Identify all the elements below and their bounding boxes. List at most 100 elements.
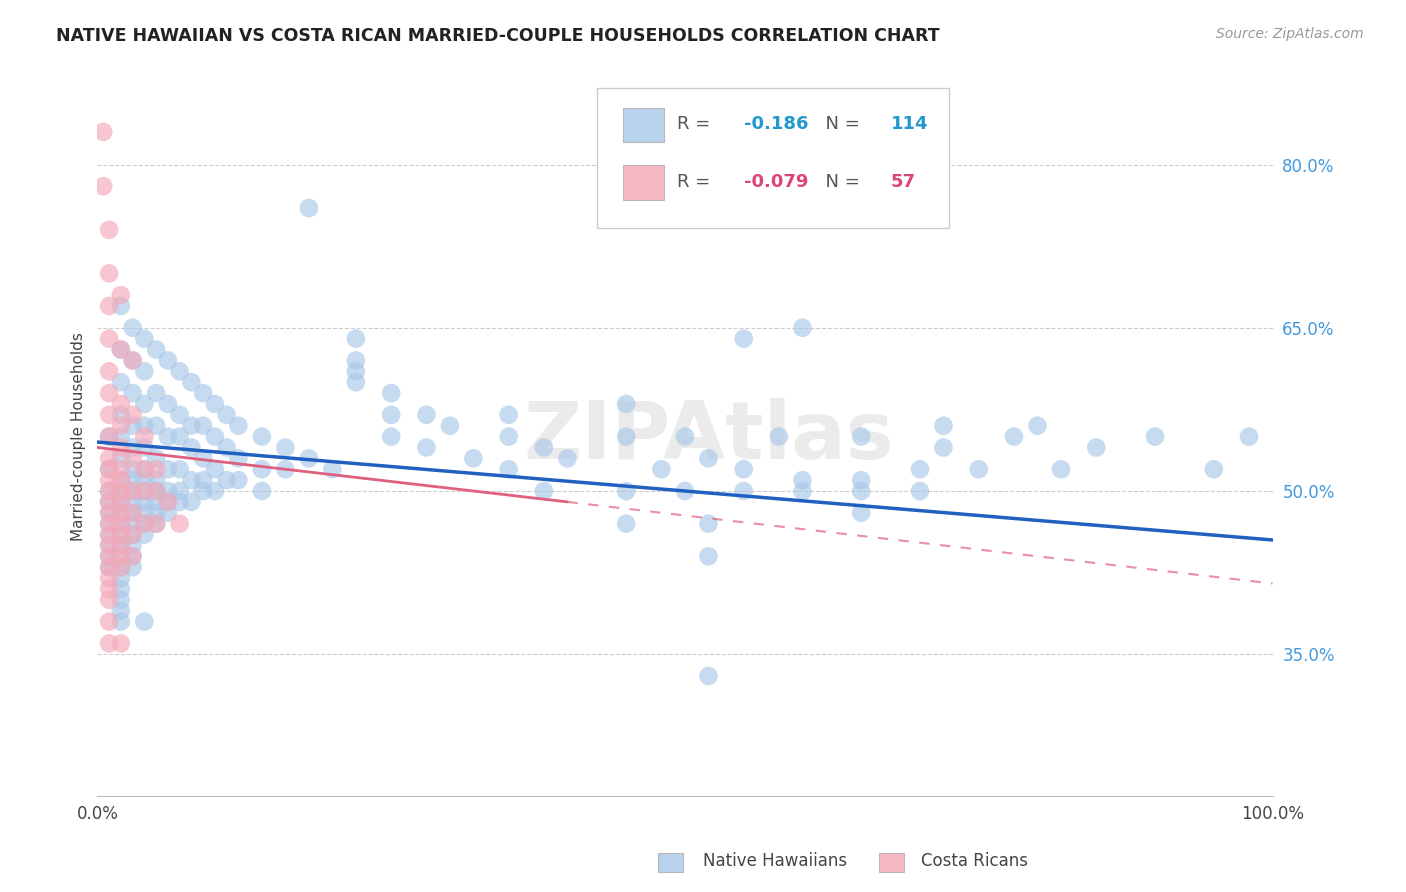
Point [215,473,238,487]
Point [191,386,214,401]
Point [91,125,114,139]
Point [98,615,121,629]
Point [110,429,132,443]
Point [228,451,250,466]
Point [121,549,143,564]
Y-axis label: Married-couple Households: Married-couple Households [72,332,86,541]
Point [380,386,402,401]
Point [98,408,121,422]
Point [932,441,955,455]
Point [98,560,121,574]
Point [344,375,367,389]
Point [932,418,955,433]
Point [697,451,720,466]
Point [191,451,214,466]
Point [204,483,226,498]
Point [110,516,132,531]
Point [98,332,121,346]
Point [298,201,321,215]
Point [191,473,214,487]
Point [204,397,226,411]
Point [98,223,121,237]
Point [121,386,143,401]
Text: N =: N = [814,172,866,191]
Point [191,483,214,498]
Point [98,506,121,520]
Text: ZIPAtlas: ZIPAtlas [523,398,894,475]
Point [145,418,167,433]
Point [733,332,755,346]
Text: Native Hawaiians: Native Hawaiians [703,852,848,870]
FancyBboxPatch shape [623,165,664,200]
Point [110,473,132,487]
Text: Source: ZipAtlas.com: Source: ZipAtlas.com [1216,27,1364,41]
Point [498,462,520,476]
Point [215,408,238,422]
Point [110,483,132,498]
Point [121,560,143,574]
FancyBboxPatch shape [596,88,949,228]
Point [110,397,132,411]
Point [180,441,202,455]
Point [498,429,520,443]
Point [180,375,202,389]
Point [792,473,814,487]
Point [250,429,273,443]
Point [908,483,931,498]
Point [463,451,485,466]
Text: Costa Ricans: Costa Ricans [921,852,1028,870]
Point [110,636,132,650]
Point [121,527,143,541]
Point [98,386,121,401]
Point [614,397,637,411]
Point [697,669,720,683]
Point [134,516,156,531]
Point [98,538,121,552]
Point [121,418,143,433]
Point [98,462,121,476]
Point [110,592,132,607]
Point [121,441,143,455]
Point [98,462,121,476]
Point [110,288,132,302]
Point [110,571,132,585]
Point [156,483,179,498]
Point [134,615,156,629]
Point [156,462,179,476]
Point [110,441,132,455]
Point [110,549,132,564]
Point [110,582,132,596]
Point [121,451,143,466]
Point [98,266,121,280]
Point [145,386,167,401]
Point [98,364,121,378]
Text: R =: R = [676,172,716,191]
Point [380,429,402,443]
Point [110,375,132,389]
Point [110,451,132,466]
Point [169,429,191,443]
Point [169,462,191,476]
Point [204,429,226,443]
Point [121,483,143,498]
Point [98,473,121,487]
Point [156,506,179,520]
Point [98,582,121,596]
Point [145,343,167,357]
Point [908,462,931,476]
Point [110,615,132,629]
Point [274,462,297,476]
Point [98,483,121,498]
Point [98,636,121,650]
Point [1202,462,1225,476]
Point [134,332,156,346]
Point [697,549,720,564]
Point [344,353,367,368]
Point [121,538,143,552]
Point [250,483,273,498]
Point [851,506,873,520]
Point [145,495,167,509]
Point [145,483,167,498]
Point [145,516,167,531]
Point [98,571,121,585]
